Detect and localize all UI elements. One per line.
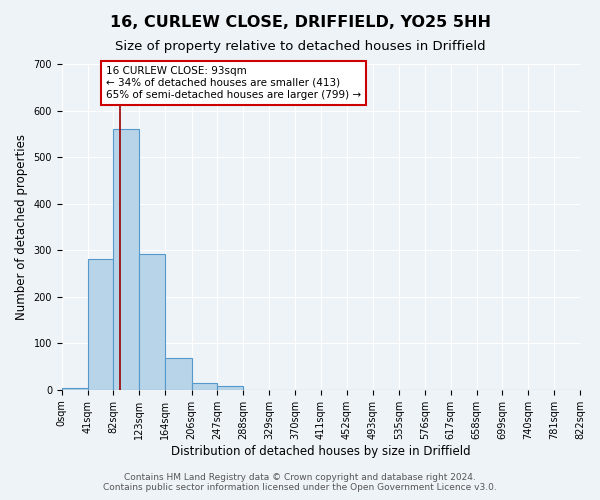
Bar (165, 358, 191, 390)
Bar (139, 254, 165, 390)
Bar (62, 388, 88, 390)
Bar (191, 384, 217, 390)
Bar (113, 129, 139, 390)
Bar (88, 258, 113, 390)
Y-axis label: Number of detached properties: Number of detached properties (15, 134, 28, 320)
Text: 16, CURLEW CLOSE, DRIFFIELD, YO25 5HH: 16, CURLEW CLOSE, DRIFFIELD, YO25 5HH (110, 15, 491, 30)
Text: Contains HM Land Registry data © Crown copyright and database right 2024.
Contai: Contains HM Land Registry data © Crown c… (103, 473, 497, 492)
Bar (217, 386, 244, 390)
Text: 16 CURLEW CLOSE: 93sqm
← 34% of detached houses are smaller (413)
65% of semi-de: 16 CURLEW CLOSE: 93sqm ← 34% of detached… (106, 66, 361, 100)
X-axis label: Distribution of detached houses by size in Driffield: Distribution of detached houses by size … (171, 444, 471, 458)
Text: Size of property relative to detached houses in Driffield: Size of property relative to detached ho… (115, 40, 485, 53)
